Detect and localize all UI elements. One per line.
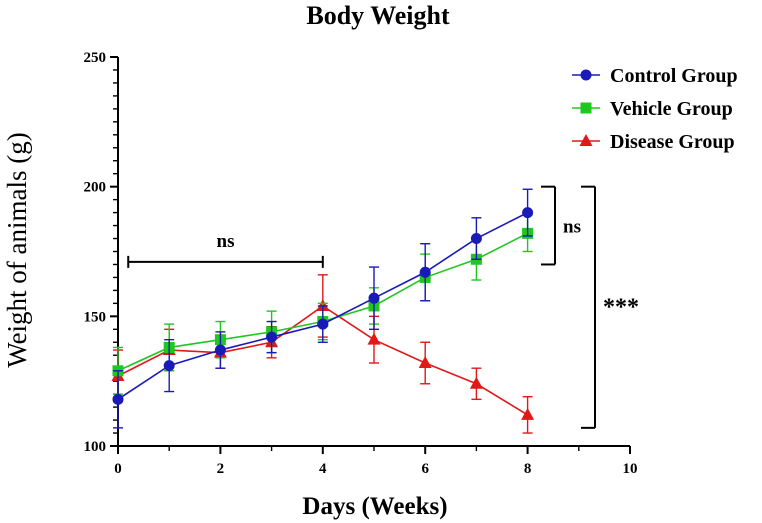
data-point bbox=[418, 356, 432, 369]
data-point bbox=[163, 360, 175, 372]
series-layer bbox=[111, 188, 535, 434]
x-axis-title: Days (Weeks) bbox=[302, 493, 447, 520]
y-axis-title: Weight of animals (g) bbox=[2, 132, 32, 368]
data-point bbox=[112, 393, 124, 405]
x-tick-label: 2 bbox=[217, 461, 225, 477]
ns-bracket-vertical-label: ns bbox=[563, 217, 581, 238]
x-tick-label: 8 bbox=[524, 461, 532, 477]
chart-title: Body Weight bbox=[306, 1, 450, 30]
data-point bbox=[367, 332, 381, 345]
legend-label: Vehicle Group bbox=[610, 98, 733, 120]
legend-label: Disease Group bbox=[610, 131, 735, 153]
legend-label: Control Group bbox=[610, 65, 738, 87]
y-tick-label: 200 bbox=[84, 180, 107, 196]
legend-item: Vehicle Group bbox=[572, 98, 733, 120]
legend-marker bbox=[579, 134, 593, 146]
x-tick-label: 4 bbox=[319, 461, 327, 477]
data-point bbox=[368, 292, 380, 304]
legend-item: Disease Group bbox=[572, 131, 735, 153]
data-point bbox=[214, 344, 226, 356]
y-tick-label: 250 bbox=[84, 50, 107, 66]
significance-bracket-label: *** bbox=[603, 294, 639, 320]
data-point bbox=[266, 331, 278, 343]
data-point bbox=[470, 233, 482, 245]
x-tick-label: 6 bbox=[421, 461, 429, 477]
data-point bbox=[521, 407, 535, 420]
x-tick-label: 0 bbox=[114, 461, 122, 477]
legend-marker bbox=[580, 102, 592, 114]
y-tick-label: 150 bbox=[84, 309, 107, 325]
significance-annotations: ns ns *** bbox=[127, 185, 639, 429]
legend-item: Control Group bbox=[572, 65, 738, 87]
data-point bbox=[419, 266, 431, 278]
data-point bbox=[522, 207, 534, 219]
legend-marker bbox=[580, 69, 592, 81]
ns-label-horizontal: ns bbox=[217, 231, 235, 252]
series-disease-group bbox=[111, 274, 535, 434]
x-tick-label: 10 bbox=[623, 461, 638, 477]
y-tick-label: 100 bbox=[84, 439, 107, 455]
series-control-group bbox=[112, 188, 534, 429]
data-point bbox=[317, 318, 329, 330]
data-point bbox=[469, 376, 483, 389]
legend: Control Group Vehicle Group Disease Group bbox=[572, 65, 738, 153]
